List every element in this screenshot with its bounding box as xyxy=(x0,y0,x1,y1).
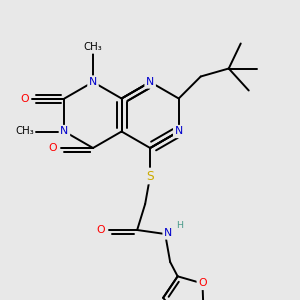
Text: N: N xyxy=(146,77,154,87)
Text: O: O xyxy=(49,143,57,153)
Text: CH₃: CH₃ xyxy=(84,42,102,52)
Text: N: N xyxy=(164,228,172,238)
Text: CH₃: CH₃ xyxy=(15,127,34,136)
Text: S: S xyxy=(146,169,154,182)
Text: O: O xyxy=(20,94,29,103)
Text: N: N xyxy=(89,77,97,87)
Text: O: O xyxy=(97,225,106,235)
Text: H: H xyxy=(176,221,183,230)
Text: O: O xyxy=(198,278,207,289)
Text: N: N xyxy=(60,127,68,136)
Text: N: N xyxy=(175,127,183,136)
